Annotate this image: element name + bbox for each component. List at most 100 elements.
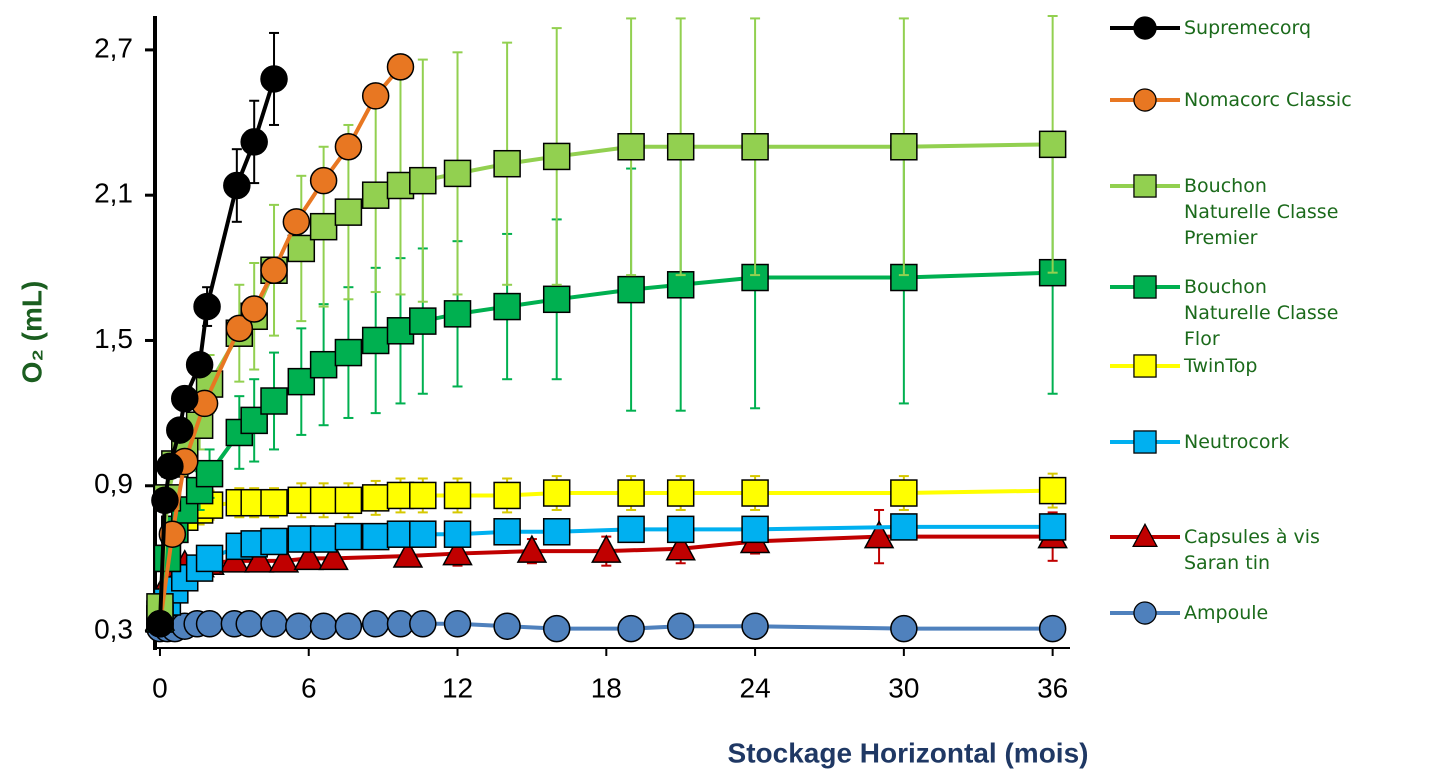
marker xyxy=(542,518,571,546)
marker xyxy=(361,82,390,110)
marker xyxy=(1038,614,1067,643)
marker xyxy=(268,544,300,573)
marker xyxy=(542,142,571,171)
marker xyxy=(158,520,187,548)
legend-label: Bouchon Naturelle Classe Flor xyxy=(1184,276,1339,350)
marker xyxy=(493,481,521,510)
marker xyxy=(223,171,251,200)
marker xyxy=(195,610,224,638)
marker xyxy=(890,513,918,541)
marker xyxy=(392,539,424,568)
series xyxy=(146,145,1067,633)
y-tick-label: 2,7 xyxy=(94,32,133,63)
marker xyxy=(334,486,363,515)
marker xyxy=(309,166,338,195)
marker xyxy=(334,612,363,640)
marker xyxy=(591,534,622,563)
marker xyxy=(260,488,288,517)
marker xyxy=(225,314,254,343)
marker xyxy=(240,128,268,156)
marker xyxy=(741,479,769,507)
legend-label: Supremecorq xyxy=(1184,17,1312,39)
marker xyxy=(666,479,695,507)
marker xyxy=(1133,601,1157,625)
legend-label: TwinTop xyxy=(1184,355,1258,377)
marker xyxy=(1133,174,1157,198)
marker xyxy=(260,65,288,93)
marker xyxy=(1133,88,1157,112)
series xyxy=(146,15,1067,621)
marker xyxy=(309,525,338,553)
marker xyxy=(334,133,363,161)
marker xyxy=(493,292,521,321)
y-axis-label: O₂ (mL) xyxy=(16,281,47,384)
marker xyxy=(409,307,437,335)
marker xyxy=(361,484,390,512)
x-tick-label: 0 xyxy=(152,672,168,703)
y-tick-label: 2,1 xyxy=(94,178,133,209)
marker xyxy=(1038,513,1067,541)
marker xyxy=(260,527,288,556)
legend-label: Capsules à vis Saran tin xyxy=(1184,526,1320,574)
marker xyxy=(309,486,338,515)
marker xyxy=(195,544,224,573)
marker xyxy=(171,384,199,413)
series xyxy=(146,610,1067,643)
marker xyxy=(185,350,214,379)
marker xyxy=(151,486,179,515)
marker xyxy=(741,612,769,640)
series xyxy=(146,472,1067,628)
series-line xyxy=(157,78,276,624)
marker xyxy=(1133,16,1157,40)
marker xyxy=(666,515,695,544)
marker xyxy=(741,515,769,544)
marker xyxy=(409,520,437,548)
marker xyxy=(493,518,521,546)
marker xyxy=(409,166,437,195)
x-tick-label: 6 xyxy=(301,672,317,703)
series xyxy=(146,53,415,638)
marker xyxy=(240,295,268,323)
marker xyxy=(890,479,918,507)
marker xyxy=(195,459,224,488)
marker xyxy=(235,610,263,638)
marker xyxy=(665,532,696,561)
marker xyxy=(260,610,288,638)
series xyxy=(146,513,1067,633)
marker xyxy=(361,610,390,638)
marker xyxy=(318,541,349,571)
marker xyxy=(166,416,194,444)
marker xyxy=(1132,522,1158,547)
marker xyxy=(1133,275,1157,299)
marker xyxy=(666,271,695,299)
series xyxy=(146,31,288,638)
marker xyxy=(334,198,363,226)
marker xyxy=(863,520,895,549)
marker xyxy=(1038,130,1067,159)
marker xyxy=(193,292,221,321)
marker xyxy=(409,610,437,638)
legend-label: Nomacorc Classic xyxy=(1184,89,1352,111)
marker xyxy=(443,520,472,548)
x-tick-label: 36 xyxy=(1037,672,1068,703)
marker xyxy=(361,522,390,551)
marker xyxy=(146,610,174,638)
x-tick-label: 12 xyxy=(442,672,473,703)
marker xyxy=(443,300,472,328)
x-axis-label: Stockage Horizontal (mois) xyxy=(728,737,1089,768)
marker xyxy=(409,481,437,510)
marker xyxy=(617,275,645,304)
marker xyxy=(156,452,184,481)
marker xyxy=(334,338,363,367)
marker xyxy=(443,610,472,638)
y-tick-label: 0,3 xyxy=(94,613,133,644)
marker xyxy=(741,133,769,161)
marker xyxy=(1133,430,1157,454)
marker xyxy=(542,479,571,507)
marker xyxy=(443,481,472,510)
legend-label: Bouchon Naturelle Classe Premier xyxy=(1184,175,1339,249)
marker xyxy=(334,522,363,551)
marker xyxy=(617,479,645,507)
